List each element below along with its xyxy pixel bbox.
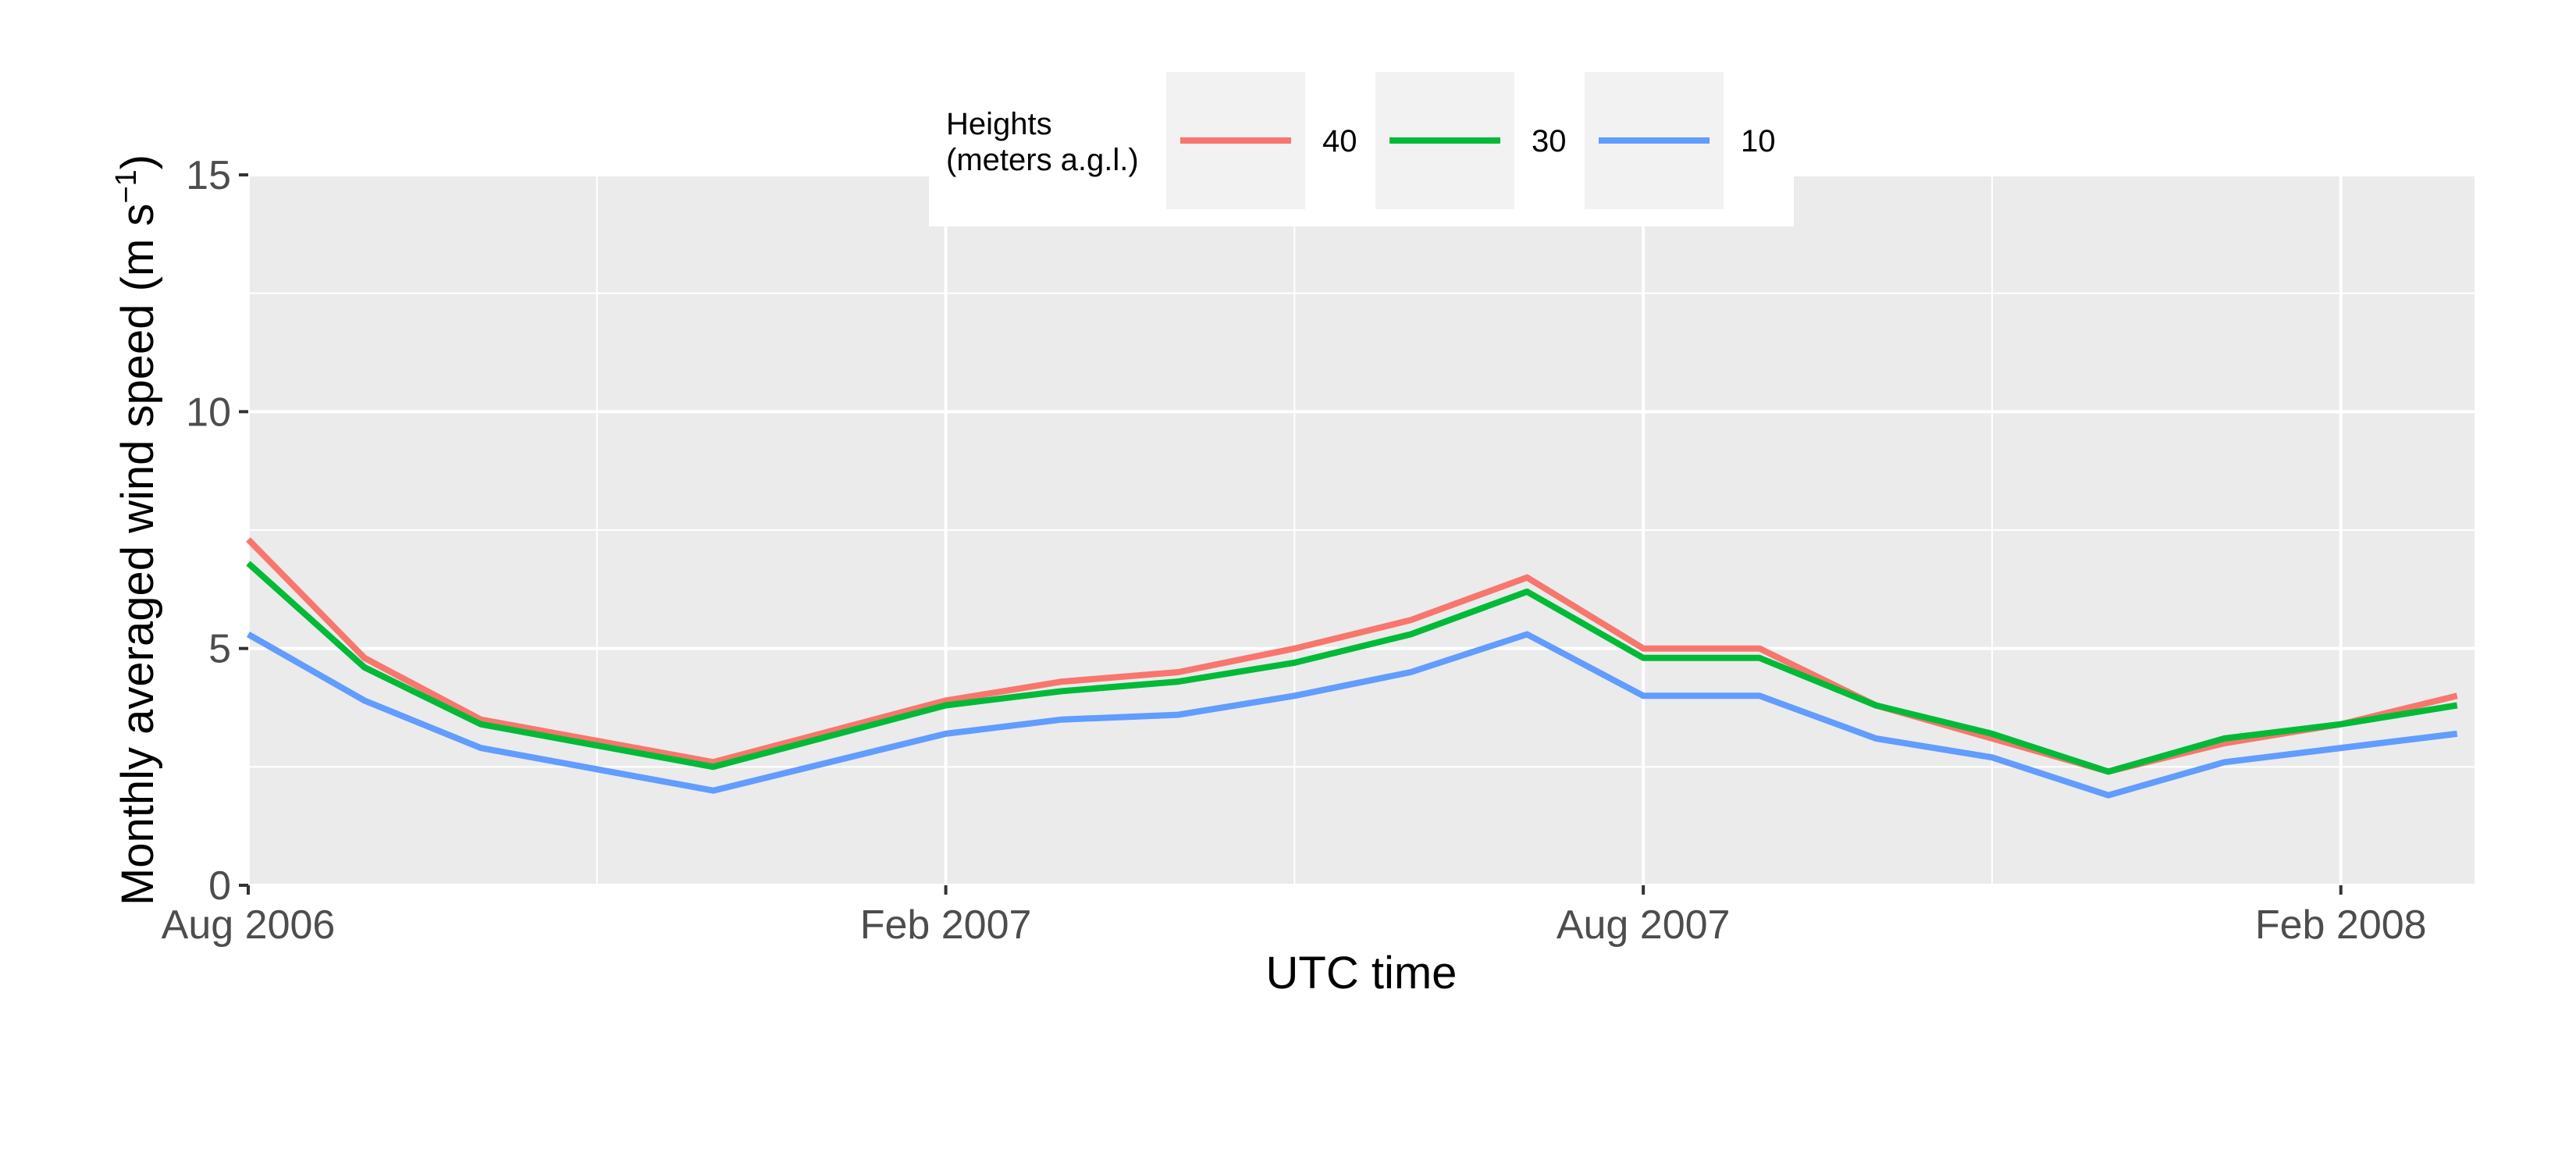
- legend-title-line1: Heights: [946, 107, 1052, 141]
- y-tick-label: 5: [208, 627, 231, 672]
- legend-label-30: 30: [1532, 124, 1567, 158]
- axes: 0 5 10 15 Aug 2006 Feb 2007 Aug 2007 Feb 2008: [162, 153, 2427, 948]
- legend-label-10: 10: [1741, 124, 1776, 158]
- x-tick-label: Feb 2007: [860, 902, 1032, 948]
- y-axis-title-close: ): [112, 155, 163, 169]
- y-tick-label: 10: [186, 390, 231, 435]
- x-tick-label: Aug 2007: [1557, 902, 1731, 948]
- series-line-30: [246, 561, 2458, 775]
- legend: Heights (meters a.g.l.) 40 30 10: [929, 69, 1794, 226]
- legend-title: Heights (meters a.g.l.): [946, 107, 1139, 177]
- x-tick-label: Feb 2008: [2255, 902, 2427, 948]
- y-axis-title-main: Monthly averaged wind speed (m s: [112, 204, 163, 906]
- series-lines: [246, 537, 2458, 799]
- y-axis-title: Monthly averaged wind speed (m s−1): [110, 155, 163, 906]
- y-axis-title-superscript: −1: [110, 169, 143, 203]
- x-axis-title: UTC time: [1266, 948, 1457, 998]
- y-tick-label: 0: [208, 863, 231, 909]
- series-line-10: [247, 631, 2458, 799]
- legend-title-line2: (meters a.g.l.): [946, 143, 1139, 177]
- legend-label-40: 40: [1322, 124, 1357, 158]
- y-tick-label: 15: [186, 153, 231, 198]
- x-tick-label: Aug 2006: [162, 902, 336, 948]
- legend-keys: 40 30 10: [1166, 72, 1776, 209]
